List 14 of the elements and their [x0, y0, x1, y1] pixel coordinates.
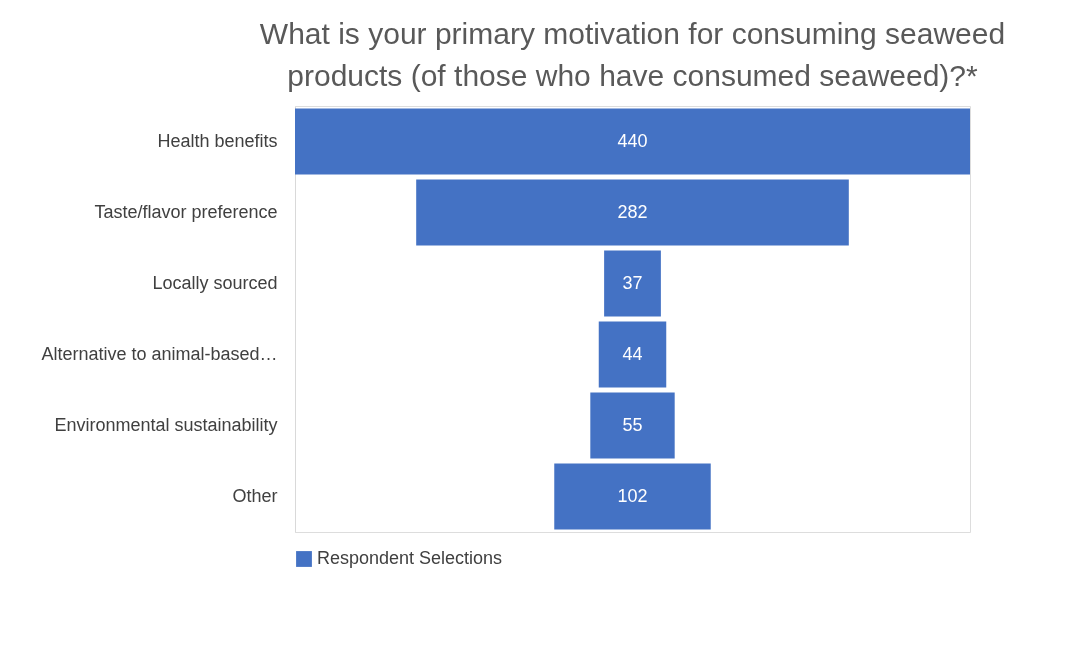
- category-label: Alternative to animal-based…: [41, 343, 278, 364]
- category-label: Locally sourced: [152, 272, 278, 293]
- data-label: 102: [617, 485, 648, 506]
- category-label: Other: [232, 485, 278, 506]
- data-label: 440: [617, 130, 648, 151]
- text: What is your primary motivation for consuming seaweed products (of those who have consumed seaweed)?*: [259, 17, 1006, 92]
- data-label: 55: [622, 414, 643, 435]
- category-label: Health benefits: [157, 130, 278, 151]
- category-label: Taste/flavor preference: [94, 201, 278, 222]
- data-label: 37: [622, 272, 643, 293]
- legend-label: Respondent Selections: [317, 548, 503, 568]
- category-label: Environmental sustainability: [54, 414, 278, 435]
- data-label: 44: [622, 343, 643, 364]
- data-label: 282: [617, 201, 648, 222]
